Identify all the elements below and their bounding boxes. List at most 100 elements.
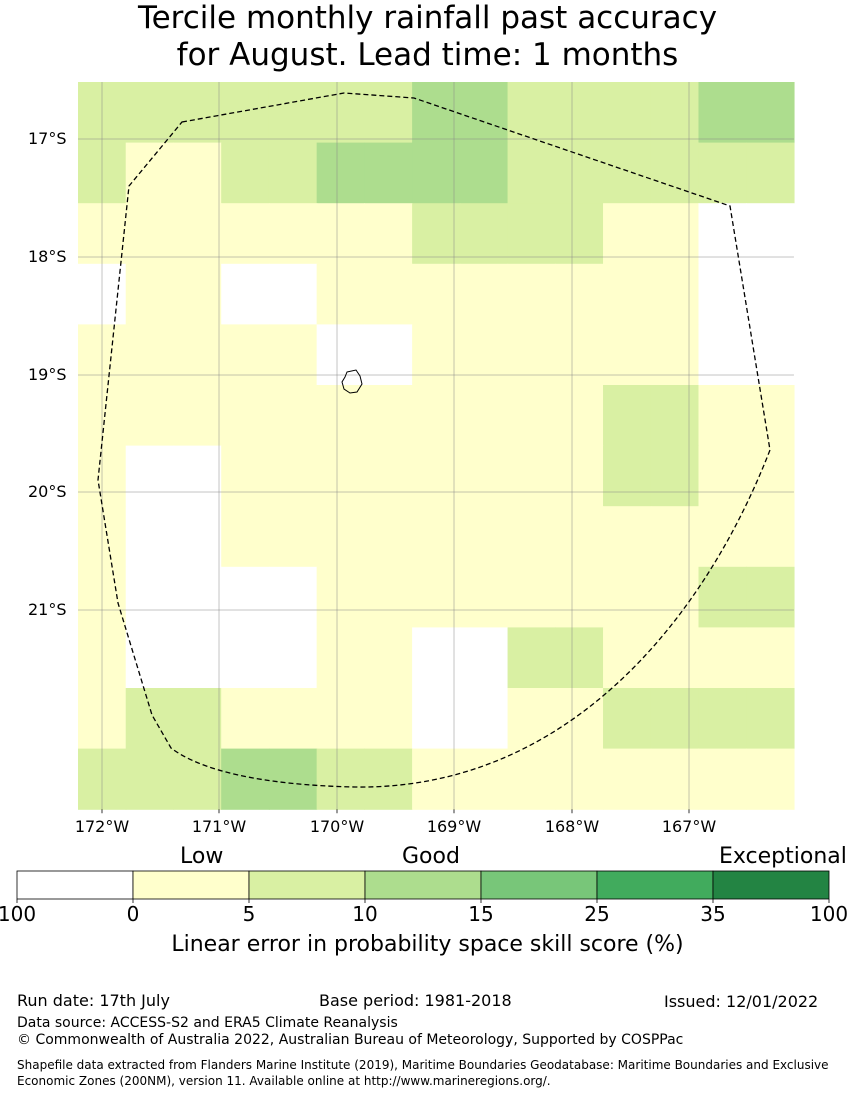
colorbar-swatch xyxy=(16,870,134,900)
skill-cell xyxy=(459,385,509,447)
lon-label-169w: 169°W xyxy=(426,817,482,836)
skill-cell xyxy=(268,324,318,386)
colorbar-tick-label: 25 xyxy=(584,902,610,926)
skill-cell xyxy=(555,203,604,265)
skill-cell xyxy=(221,445,270,507)
lat-label-17s: 17°S xyxy=(28,129,67,148)
colorbar xyxy=(16,870,830,903)
skill-cell xyxy=(221,385,270,447)
skill-cell xyxy=(412,142,461,204)
skill-cell xyxy=(364,748,413,810)
category-good: Good xyxy=(402,844,460,869)
skill-cell xyxy=(316,82,365,144)
skill-cell xyxy=(698,506,747,568)
skill-cell xyxy=(459,324,509,386)
skill-cell xyxy=(221,627,270,689)
skill-cell xyxy=(698,82,747,144)
shapefile-credit-line-1: Shapefile data extracted from Flanders M… xyxy=(17,1058,829,1072)
skill-cell xyxy=(698,566,747,628)
data-source: Data source: ACCESS-S2 and ERA5 Climate … xyxy=(17,1015,398,1031)
map-title: Tercile monthly rainfall past accuracy f… xyxy=(0,0,855,74)
skill-cell xyxy=(173,385,222,447)
skill-cell xyxy=(125,566,175,628)
skill-cell xyxy=(173,82,222,144)
skill-cell xyxy=(459,506,509,568)
skill-cell xyxy=(125,142,175,204)
skill-cell xyxy=(364,506,413,568)
skill-cell xyxy=(698,445,747,507)
skill-cell xyxy=(173,748,222,810)
skill-cell xyxy=(650,566,700,628)
title-line-1: Tercile monthly rainfall past accuracy xyxy=(137,0,718,36)
skill-cell xyxy=(221,82,270,144)
skill-cell xyxy=(746,566,795,628)
skill-cell xyxy=(459,445,509,507)
skill-cell xyxy=(698,688,747,750)
skill-cell xyxy=(746,142,795,204)
skill-cell xyxy=(555,324,604,386)
skill-cell xyxy=(221,506,270,568)
skill-cell xyxy=(698,385,747,447)
skill-cell xyxy=(412,566,461,628)
skill-cell xyxy=(364,82,413,144)
skill-cell xyxy=(555,263,604,325)
skill-cell xyxy=(459,566,509,628)
skill-cell xyxy=(459,627,509,689)
skill-cell xyxy=(316,142,365,204)
eez-boundary xyxy=(97,92,771,788)
skill-cell xyxy=(412,324,461,386)
skill-cell xyxy=(125,203,175,265)
colorbar-swatch xyxy=(248,870,366,900)
colorbar-tick-label: 5 xyxy=(242,902,256,926)
skill-cell xyxy=(316,203,365,265)
lat-label-18s: 18°S xyxy=(28,247,67,266)
skill-cell xyxy=(746,688,795,750)
skill-cell xyxy=(555,142,604,204)
skill-cell xyxy=(746,203,795,265)
skill-cell xyxy=(698,203,747,265)
skill-cell xyxy=(459,203,509,265)
skill-cell xyxy=(316,748,365,810)
skill-cell xyxy=(412,82,461,144)
skill-cell xyxy=(603,688,652,750)
skill-cell xyxy=(364,324,413,386)
skill-cell xyxy=(316,688,365,750)
skill-cell xyxy=(316,385,365,447)
skill-cell xyxy=(746,385,795,447)
colorbar-title: Linear error in probability space skill … xyxy=(171,932,684,957)
skill-cell xyxy=(221,263,270,325)
skill-cell xyxy=(221,748,270,810)
skill-cell xyxy=(507,445,556,507)
skill-cell xyxy=(650,688,700,750)
colorbar-swatch xyxy=(596,870,714,900)
skill-cell xyxy=(603,506,652,568)
skill-cell xyxy=(412,203,461,265)
skill-cell xyxy=(173,566,222,628)
skill-cell xyxy=(555,748,604,810)
skill-cell xyxy=(603,203,652,265)
colorbar-tick-label: 35 xyxy=(700,902,726,926)
skill-cell xyxy=(173,142,222,204)
skill-cell xyxy=(412,506,461,568)
colorbar-swatch xyxy=(712,870,830,900)
skill-cell xyxy=(268,385,318,447)
skill-cell xyxy=(507,203,556,265)
skill-cell xyxy=(364,203,413,265)
issued-date: Issued: 12/01/2022 xyxy=(664,992,819,1011)
colorbar-swatch xyxy=(364,870,482,900)
skill-cell xyxy=(364,445,413,507)
skill-cell xyxy=(507,324,556,386)
skill-cell xyxy=(603,324,652,386)
skill-cell xyxy=(698,324,747,386)
skill-cell xyxy=(507,566,556,628)
category-low: Low xyxy=(180,844,224,869)
skill-cell xyxy=(603,627,652,689)
skill-cell xyxy=(125,506,175,568)
base-period: Base period: 1981-2018 xyxy=(319,991,512,1010)
skill-cell xyxy=(268,566,318,628)
skill-cell xyxy=(650,445,700,507)
skill-cell xyxy=(507,385,556,447)
run-date: Run date: 17th July xyxy=(17,991,170,1010)
skill-cell xyxy=(316,263,365,325)
